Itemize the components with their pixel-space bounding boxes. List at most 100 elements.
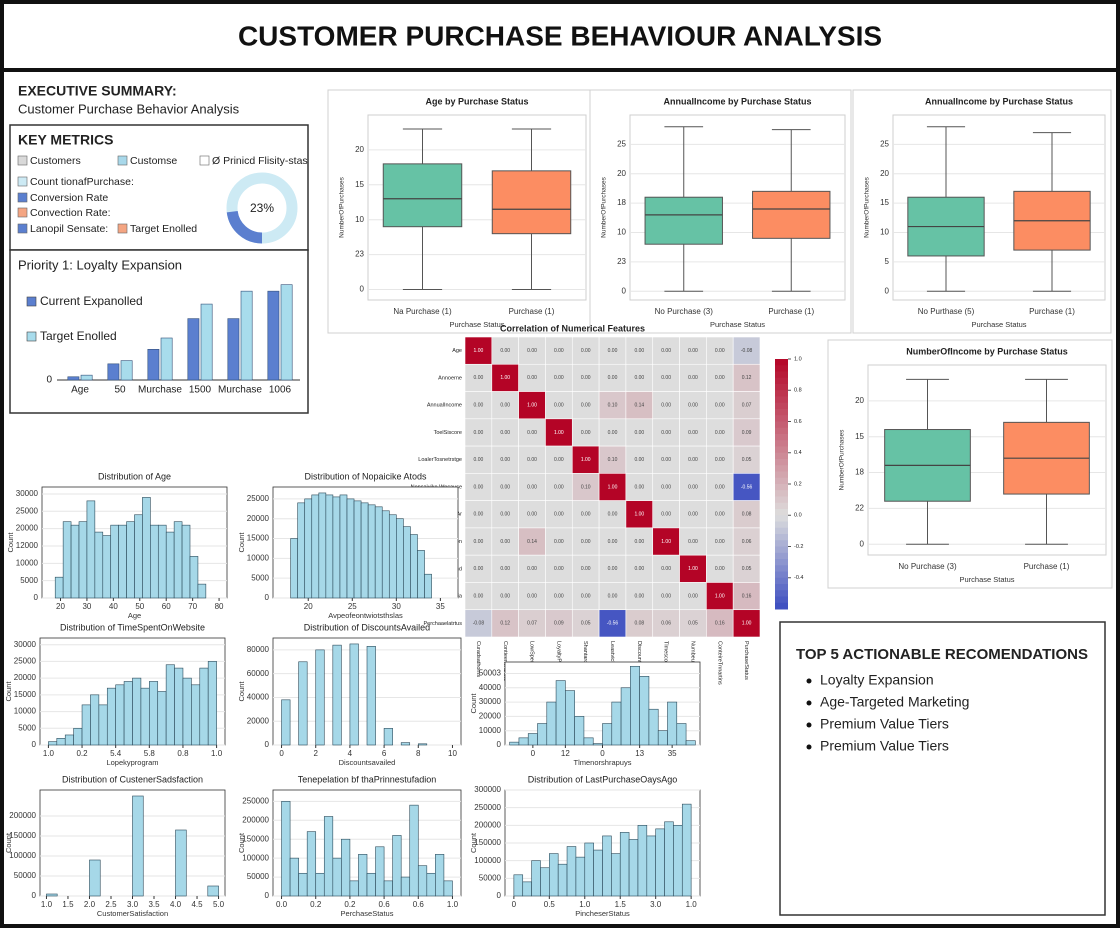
y-tick-label: 80000 (247, 645, 270, 654)
cell-label: 0.00 (581, 403, 591, 409)
heatmap-cell (545, 391, 573, 420)
legend-label: Customse (130, 155, 177, 167)
x-tick-label: 0 (279, 749, 284, 758)
cell-label: 0.00 (581, 375, 591, 381)
chart-title: NumberOfIncome by Purchase Status (906, 346, 1068, 356)
hist-bar (173, 521, 183, 599)
hist-bar (667, 701, 678, 746)
hist-bar (657, 730, 668, 746)
y-tick-label: 50000 (247, 872, 270, 881)
heatmap-cell (598, 445, 627, 474)
x-tick-label: 1.0 (447, 900, 459, 909)
cell-label: 0.00 (500, 512, 510, 518)
cell-label: 0.00 (474, 457, 484, 463)
hist-bar (54, 576, 64, 599)
row-label: LoalerTosnetrstge (418, 457, 462, 463)
chart-title: Distribution of DiscountsAvailed (304, 622, 430, 632)
cell-label: 0.10 (608, 457, 618, 463)
x-tick-label: 13 (635, 749, 644, 758)
x-tick-label: 0.6 (413, 900, 425, 909)
x-tick-label: 1006 (269, 385, 292, 396)
colorbar-step (775, 521, 788, 529)
hist-bar (403, 526, 411, 599)
heatmap-cell (706, 609, 734, 638)
x-tick-label: Murchase (138, 385, 182, 396)
colorbar-label: 1.0 (794, 356, 802, 362)
hist-bar (426, 872, 436, 897)
cell-label: 0.00 (688, 512, 698, 518)
hist-bar (518, 737, 529, 746)
hist-bar (297, 502, 306, 599)
colorbar-label: 0.4 (794, 450, 802, 456)
column-label: PurchaseStatus (743, 641, 749, 680)
cell-label: 0.00 (581, 512, 591, 518)
y-tick-label: 18 (855, 468, 864, 477)
row-label: ToelSiscore (434, 430, 462, 436)
hist-bar (207, 885, 219, 897)
hist-bar (118, 524, 127, 599)
y-tick-label: 25000 (16, 506, 39, 515)
cell-label: 0.00 (661, 484, 671, 490)
hist-bar (70, 524, 80, 599)
page-title: CUSTOMER PURCHASE BEHAVIOUR ANALYSIS (238, 20, 882, 51)
y-tick-label: 23 (617, 257, 626, 266)
x-tick-label: 20 (56, 602, 65, 611)
hist-bar (311, 494, 320, 599)
cell-label: 0.00 (661, 457, 671, 463)
hist-bar (46, 893, 58, 897)
hist-bar (298, 872, 308, 897)
hist-bar (531, 860, 541, 897)
cell-label: 0.00 (715, 484, 725, 490)
cell-label: 0.00 (688, 539, 698, 545)
hist-bar (56, 738, 66, 746)
x-tick-label: 1.0 (43, 749, 55, 758)
x-tick-label: 2.5 (105, 900, 117, 909)
donut-label: 23% (250, 201, 274, 215)
x-tick-label: 3.5 (148, 900, 160, 909)
y-axis-label: Count (237, 832, 246, 853)
cell-label: 0.00 (608, 375, 618, 381)
colorbar-step (775, 577, 788, 585)
cell-label: 0.16 (742, 593, 752, 599)
chart-title: Distribution of LastPurchaseOaysAgo (528, 774, 678, 784)
cell-label: 0.00 (688, 457, 698, 463)
cell-label: 0.00 (474, 566, 484, 572)
x-tick-label: 1.0 (41, 900, 53, 909)
cell-label: 0.00 (474, 512, 484, 518)
y-tick-label: 50003 (479, 669, 502, 678)
legend-label: Target Enolled (130, 223, 197, 235)
cell-label: 0.00 (581, 539, 591, 545)
heatmap-cell (518, 527, 546, 556)
chart-title: Age by Purchase Status (425, 96, 528, 106)
cell-label: 0.00 (661, 566, 671, 572)
colorbar-label: 0.2 (794, 481, 802, 487)
hist-bar (149, 681, 159, 746)
y-tick-label: 25 (617, 139, 626, 148)
cell-label: 0.00 (634, 348, 644, 354)
legend-swatch (26, 296, 37, 307)
cell-label: 0.00 (554, 566, 564, 572)
hist-bar (565, 690, 575, 746)
heatmap-cell (652, 445, 680, 474)
hist-bar (443, 880, 453, 897)
y-axis-label: NumberOfPurchases (864, 176, 871, 237)
hist-bar (522, 881, 532, 897)
colorbar-label: 0.6 (794, 419, 802, 425)
hist-bar (366, 872, 376, 897)
row-label: Perchaaelatrtus (423, 621, 462, 627)
hist-bar (289, 857, 299, 897)
cell-label: 0.00 (500, 539, 510, 545)
hist-bar (527, 733, 538, 746)
heatmap-cell (545, 418, 573, 447)
x-tick-label: 5.8 (144, 749, 156, 758)
heatmap-cell (652, 391, 680, 420)
cell-label: 1.00 (608, 484, 618, 490)
heatmap-cell (679, 500, 707, 529)
cell-label: 0.00 (527, 593, 537, 599)
heatmap-cell (732, 363, 761, 392)
hist-bar (602, 835, 612, 897)
x-tick-label: 3.0 (650, 900, 662, 909)
hist-bar (62, 521, 72, 599)
hist-bar (383, 728, 393, 746)
